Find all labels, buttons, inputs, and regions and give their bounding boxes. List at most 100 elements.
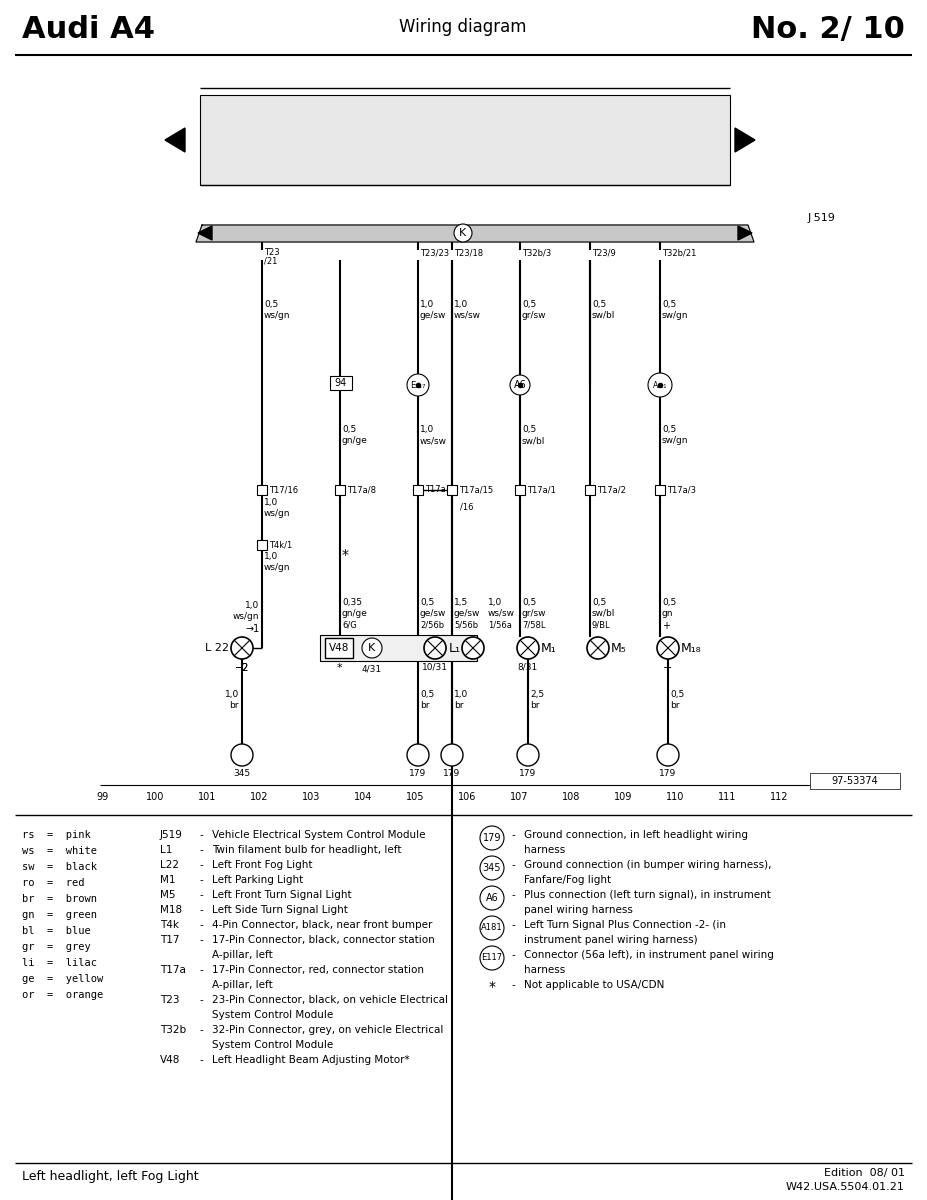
Text: 0,35: 0,35 (342, 598, 362, 607)
Text: -: - (200, 890, 204, 900)
Polygon shape (585, 485, 595, 494)
FancyBboxPatch shape (810, 773, 900, 790)
Text: br: br (670, 701, 679, 710)
Polygon shape (335, 485, 345, 494)
Polygon shape (257, 540, 267, 550)
Text: 6/G: 6/G (342, 622, 357, 630)
Text: J519: J519 (160, 830, 183, 840)
Circle shape (517, 744, 539, 766)
Polygon shape (198, 226, 212, 240)
Text: 1,0: 1,0 (488, 598, 502, 607)
Circle shape (480, 916, 504, 940)
Text: Twin filament bulb for headlight, left: Twin filament bulb for headlight, left (212, 845, 401, 854)
Text: Vehicle Electrical System Control Module: Vehicle Electrical System Control Module (212, 830, 425, 840)
Text: ws/sw: ws/sw (420, 436, 447, 445)
Text: 108: 108 (562, 792, 580, 802)
Text: ws/gn: ws/gn (264, 311, 290, 320)
Text: 179: 179 (443, 769, 461, 778)
Text: 2,5: 2,5 (530, 690, 544, 698)
Text: V48: V48 (329, 643, 349, 653)
Text: 107: 107 (510, 792, 528, 802)
Polygon shape (196, 226, 754, 242)
Text: 1,0: 1,0 (420, 300, 434, 308)
Text: T17a/8: T17a/8 (347, 486, 376, 494)
Text: T17a/1: T17a/1 (527, 486, 556, 494)
Text: ge  =  yellow: ge = yellow (22, 974, 103, 984)
Text: Connector (56a left), in instrument panel wiring: Connector (56a left), in instrument pane… (524, 950, 774, 960)
Text: -: - (200, 905, 204, 914)
Text: -: - (200, 965, 204, 974)
Text: *: * (342, 548, 349, 562)
Text: gn/ge: gn/ge (342, 436, 368, 445)
Text: 8/31: 8/31 (518, 662, 539, 672)
Text: ge/sw: ge/sw (420, 311, 447, 320)
Text: 112: 112 (769, 792, 788, 802)
Text: 102: 102 (249, 792, 268, 802)
Circle shape (231, 744, 253, 766)
Text: 103: 103 (302, 792, 320, 802)
Circle shape (362, 638, 382, 658)
Text: br: br (530, 701, 540, 710)
Text: L1: L1 (160, 845, 172, 854)
Text: +: + (662, 622, 670, 631)
Text: −2: −2 (235, 662, 249, 673)
Text: T4k/1: T4k/1 (269, 540, 292, 550)
Text: 0,5: 0,5 (662, 300, 677, 308)
Circle shape (480, 856, 504, 880)
Text: 179: 179 (519, 769, 537, 778)
Text: M₁₈: M₁₈ (681, 642, 702, 654)
Text: 2/56b: 2/56b (420, 622, 444, 630)
Text: 4-Pin Connector, black, near front bumper: 4-Pin Connector, black, near front bumpe… (212, 920, 432, 930)
Text: T23/18: T23/18 (454, 248, 483, 257)
Text: 94: 94 (335, 378, 347, 388)
Text: T32b: T32b (160, 1025, 186, 1034)
Text: T17a/3: T17a/3 (667, 486, 696, 494)
Circle shape (231, 637, 253, 659)
Circle shape (407, 374, 429, 396)
Text: 0,5: 0,5 (662, 598, 677, 607)
Circle shape (657, 637, 679, 659)
Text: 0,5: 0,5 (420, 690, 434, 698)
FancyBboxPatch shape (330, 376, 352, 390)
Text: 9/BL: 9/BL (592, 622, 611, 630)
Text: 0,5: 0,5 (522, 425, 536, 434)
Text: sw  =  black: sw = black (22, 862, 97, 872)
Text: Left Side Turn Signal Light: Left Side Turn Signal Light (212, 905, 348, 914)
Text: 17-Pin Connector, black, connector station: 17-Pin Connector, black, connector stati… (212, 935, 435, 946)
Text: Ground connection, in left headlight wiring: Ground connection, in left headlight wir… (524, 830, 748, 840)
Polygon shape (447, 485, 457, 494)
Text: A-pillar, left: A-pillar, left (212, 980, 273, 990)
Text: L 22: L 22 (205, 643, 229, 653)
Text: Not applicable to USA/CDN: Not applicable to USA/CDN (524, 980, 665, 990)
Circle shape (480, 886, 504, 910)
Text: Wiring diagram: Wiring diagram (400, 18, 527, 36)
Text: K: K (460, 228, 466, 238)
Text: bl  =  blue: bl = blue (22, 926, 91, 936)
Text: ws  =  white: ws = white (22, 846, 97, 856)
Text: E117: E117 (481, 954, 502, 962)
FancyBboxPatch shape (325, 638, 353, 658)
Circle shape (424, 637, 446, 659)
Circle shape (462, 637, 484, 659)
Polygon shape (165, 128, 185, 152)
Text: 5/56b: 5/56b (454, 622, 478, 630)
Text: 1,0: 1,0 (454, 300, 468, 308)
Text: V48: V48 (160, 1055, 181, 1066)
Text: gr/sw: gr/sw (522, 311, 547, 320)
Text: 0,5: 0,5 (420, 598, 434, 607)
Text: -: - (512, 980, 515, 990)
Text: 23-Pin Connector, black, on vehicle Electrical: 23-Pin Connector, black, on vehicle Elec… (212, 995, 448, 1006)
Text: Left Front Fog Light: Left Front Fog Light (212, 860, 312, 870)
Text: gn: gn (662, 608, 674, 618)
Text: Left headlight, left Fog Light: Left headlight, left Fog Light (22, 1170, 198, 1183)
Text: 109: 109 (614, 792, 632, 802)
Text: -: - (200, 860, 204, 870)
Text: M₁: M₁ (541, 642, 557, 654)
Text: 10/31: 10/31 (422, 662, 448, 672)
Text: System Control Module: System Control Module (212, 1010, 333, 1020)
Text: A181: A181 (481, 924, 502, 932)
Text: 4/31: 4/31 (362, 665, 382, 674)
Text: A6: A6 (514, 380, 527, 390)
Text: sw/bl: sw/bl (592, 311, 616, 320)
Text: T32b/21: T32b/21 (662, 248, 696, 257)
